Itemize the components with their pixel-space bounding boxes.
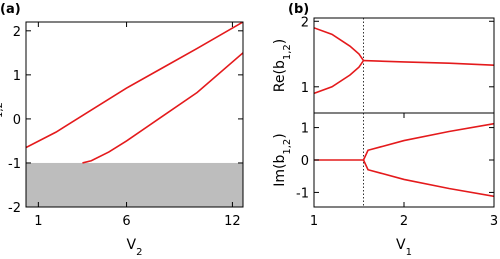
label-base: Im(b: [272, 155, 288, 187]
x-axis-label: V2: [127, 237, 143, 258]
curve: [362, 159, 494, 198]
panel-label: (a): [0, 2, 21, 17]
shaded-region: [26, 162, 243, 207]
x-tick-label: 3: [490, 214, 498, 229]
curve: [362, 122, 494, 161]
label-base: Re(b: [272, 60, 288, 92]
curve: [314, 27, 365, 62]
curve: [363, 59, 494, 66]
y-axis-label: Re(b1,2): [272, 39, 293, 92]
y-tick-label: 0: [13, 113, 21, 128]
y-tick-label: 1: [301, 81, 309, 96]
label-sub: 1: [406, 247, 412, 258]
label-sub: 1,2: [282, 139, 293, 155]
panel-label: (b): [288, 2, 309, 17]
x-tick-label: 6: [122, 214, 130, 229]
y-tick-label: 2: [13, 25, 21, 40]
label-sub: 2: [136, 247, 142, 258]
x-tick-label: 2: [400, 214, 408, 229]
curve: [314, 60, 365, 95]
curve: [26, 22, 243, 149]
y-tick-label: -1: [296, 186, 309, 201]
y-tick-label: 1: [13, 69, 21, 84]
y-axis-label: Im(b1,2): [272, 133, 293, 187]
label-tail: ): [272, 133, 288, 138]
y-tick-label: -2: [8, 201, 21, 216]
label-tail: ): [272, 39, 288, 44]
x-tick-label: 12: [224, 214, 241, 229]
y-tick-label: 2: [301, 15, 309, 30]
curve: [82, 52, 243, 164]
label-sub: 1,2: [0, 102, 5, 118]
y-tick-label: -1: [8, 157, 21, 172]
label-base: V: [396, 237, 406, 253]
plot-frame: [25, 21, 244, 208]
plot-frame: [313, 17, 495, 114]
x-axis-label: V1: [396, 237, 412, 258]
x-tick-label: 1: [310, 214, 318, 229]
label-sub: 1,2: [282, 44, 293, 60]
y-tick-label: 1: [301, 122, 309, 137]
label-base: V: [127, 237, 137, 253]
y-tick-label: 0: [301, 154, 309, 169]
y-axis-label: b1,2: [0, 102, 5, 127]
x-tick-label: 1: [34, 214, 42, 229]
